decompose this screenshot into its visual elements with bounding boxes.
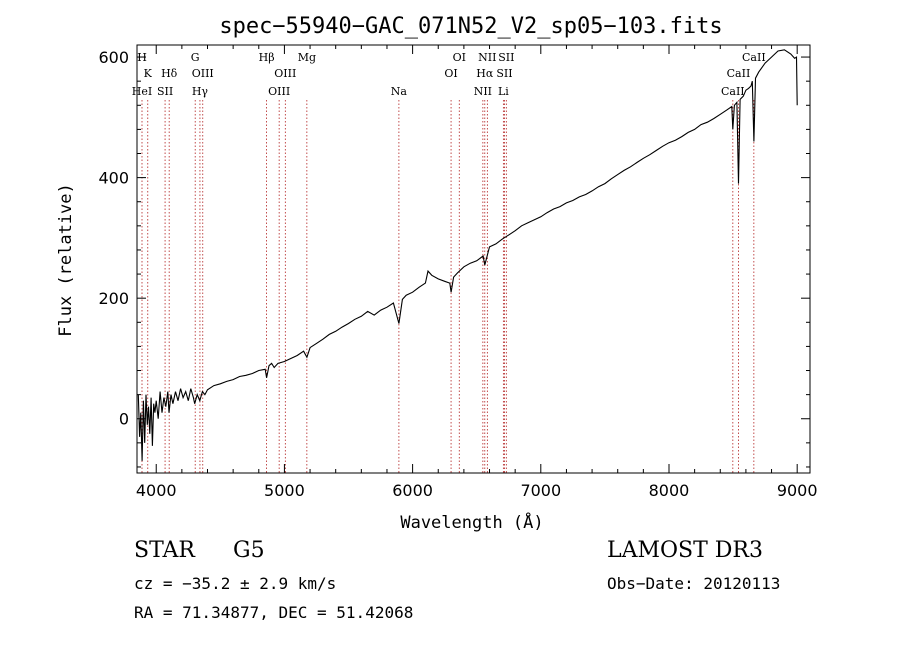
plot-frame xyxy=(136,44,811,474)
line-label: NII xyxy=(478,51,496,64)
survey-name: LAMOST DR3 xyxy=(607,538,763,563)
object-class: STAR xyxy=(134,538,195,563)
line-label: CaII xyxy=(742,51,766,64)
y-tick-label: 400 xyxy=(98,169,129,188)
line-label: Na xyxy=(391,85,408,98)
line-label: Li xyxy=(498,85,509,98)
y-axis-label: Flux (relative) xyxy=(56,183,76,337)
line-label: Mg xyxy=(298,51,316,64)
line-label: NII xyxy=(474,85,492,98)
x-tick-label: 9000 xyxy=(777,481,818,500)
object-subclass: G5 xyxy=(233,538,265,563)
object-classification: STAR G5 xyxy=(134,538,265,563)
line-label: SII xyxy=(157,85,173,98)
line-label: SII xyxy=(498,51,514,64)
line-label: CaII xyxy=(727,67,751,80)
line-label: CaII xyxy=(721,85,745,98)
y-tick-label: 200 xyxy=(98,289,129,308)
x-axis-label: Wavelength (Å) xyxy=(400,511,543,533)
observation-date: Obs−Date: 20120113 xyxy=(607,574,781,593)
line-label: OI xyxy=(453,51,466,64)
line-label: OIII xyxy=(268,85,290,98)
y-tick-label: 600 xyxy=(98,48,129,67)
y-tick-label: 0 xyxy=(119,410,129,429)
spectrum-line xyxy=(137,49,798,461)
x-tick-label: 7000 xyxy=(520,481,561,500)
line-label: HeI xyxy=(132,85,152,98)
line-label: OIII xyxy=(192,67,214,80)
line-label: Hδ xyxy=(161,67,178,80)
x-tick-label: 5000 xyxy=(264,481,305,500)
line-label: G xyxy=(191,51,200,64)
line-label: SII xyxy=(496,67,512,80)
line-label: OIII xyxy=(274,67,296,80)
redshift-cz: cz = −35.2 ± 2.9 km/s xyxy=(134,574,337,593)
x-tick-label: 4000 xyxy=(136,481,177,500)
spectral-line-markers xyxy=(141,100,755,473)
line-label: K xyxy=(144,67,153,80)
ra-dec-coordinates: RA = 71.34877, DEC = 51.42068 xyxy=(134,603,414,622)
chart-title: spec−55940−GAC_071N52_V2_sp05−103.fits xyxy=(219,14,722,39)
line-label: Hβ xyxy=(259,51,275,64)
axis-ticks: 4000 5000 6000 7000 8000 9000 0 200 400 600 xyxy=(98,45,818,500)
line-label: OI xyxy=(444,67,457,80)
x-tick-label: 8000 xyxy=(649,481,690,500)
line-label: Hγ xyxy=(192,85,209,98)
line-label: Hα xyxy=(476,67,494,80)
x-tick-label: 6000 xyxy=(392,481,433,500)
